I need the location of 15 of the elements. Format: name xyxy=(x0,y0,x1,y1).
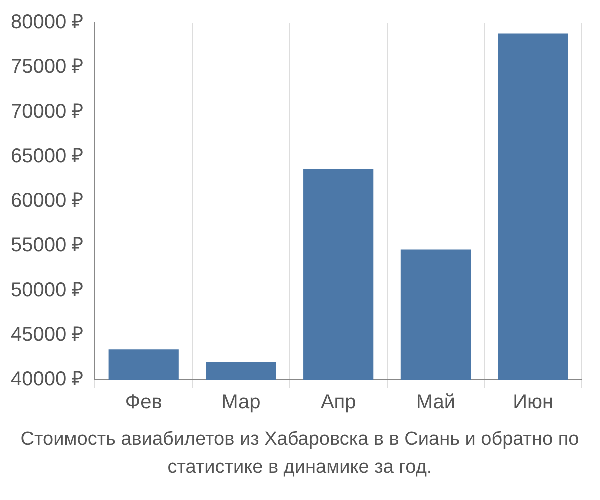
x-tick-label: Мар xyxy=(222,392,261,414)
y-tick-label: 70000 ₽ xyxy=(11,100,84,123)
x-tick-label: Май xyxy=(416,392,456,414)
y-tick-label: 55000 ₽ xyxy=(11,234,84,257)
y-tick-label: 60000 ₽ xyxy=(11,190,84,212)
y-tick-label: 75000 ₽ xyxy=(11,56,84,78)
y-tick-label: 50000 ₽ xyxy=(11,279,84,302)
y-tick-label: 80000 ₽ xyxy=(11,12,84,34)
x-tick-label: Фев xyxy=(125,392,162,414)
y-tick-label: 40000 ₽ xyxy=(11,368,84,391)
x-tick-label: Июн xyxy=(513,392,554,414)
y-tick-label: 45000 ₽ xyxy=(11,324,84,346)
y-tick-label: 65000 ₽ xyxy=(11,145,84,168)
text: Стоимость авиабилетов из Хабаровска в в Сиань и обратно по статистике в динамике за год. xyxy=(20,428,580,480)
x-tick-label: Апр xyxy=(320,392,356,414)
